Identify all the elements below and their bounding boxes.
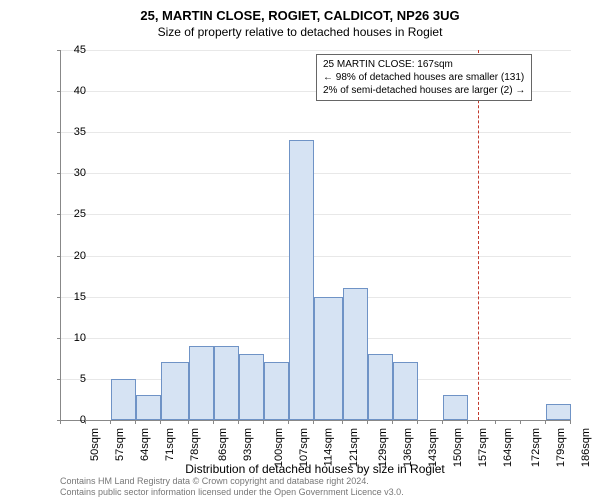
histogram-bar — [368, 354, 393, 420]
x-tick-label: 93sqm — [242, 428, 254, 461]
x-tick-mark — [392, 420, 393, 424]
x-tick-mark — [288, 420, 289, 424]
x-tick-mark — [367, 420, 368, 424]
x-tick-mark — [495, 420, 496, 424]
plot-area: 25 MARTIN CLOSE: 167sqm← 98% of detached… — [60, 50, 571, 421]
x-tick-label: 50sqm — [89, 428, 101, 461]
x-axis-label: Distribution of detached houses by size … — [60, 462, 570, 476]
histogram-bar — [136, 395, 161, 420]
chart-title: 25, MARTIN CLOSE, ROGIET, CALDICOT, NP26… — [0, 0, 600, 23]
histogram-bar — [264, 362, 289, 420]
y-tick-mark — [57, 338, 61, 339]
x-tick-mark — [570, 420, 571, 424]
y-tick-mark — [57, 256, 61, 257]
y-tick-label: 10 — [62, 332, 86, 344]
chart-subtitle: Size of property relative to detached ho… — [0, 25, 600, 39]
chart-container: 25, MARTIN CLOSE, ROGIET, CALDICOT, NP26… — [0, 0, 600, 500]
grid-line — [61, 173, 571, 174]
x-tick-mark — [188, 420, 189, 424]
annotation-line2: ← 98% of detached houses are smaller (13… — [323, 71, 525, 84]
histogram-bar — [214, 346, 239, 420]
x-tick-mark — [110, 420, 111, 424]
y-tick-label: 20 — [62, 250, 86, 262]
y-tick-mark — [57, 50, 61, 51]
x-tick-label: 78sqm — [189, 428, 201, 461]
grid-line — [61, 50, 571, 51]
y-tick-label: 40 — [62, 85, 86, 97]
y-tick-label: 15 — [62, 291, 86, 303]
y-tick-mark — [57, 91, 61, 92]
grid-line — [61, 132, 571, 133]
x-tick-label: 57sqm — [114, 428, 126, 461]
x-tick-mark — [417, 420, 418, 424]
x-tick-label: 114sqm — [323, 428, 335, 466]
histogram-bar — [289, 140, 314, 420]
histogram-bar — [189, 346, 214, 420]
y-tick-label: 30 — [62, 167, 86, 179]
y-tick-mark — [57, 297, 61, 298]
histogram-bar — [546, 404, 571, 420]
annotation-box: 25 MARTIN CLOSE: 167sqm← 98% of detached… — [316, 54, 532, 101]
y-tick-mark — [57, 173, 61, 174]
x-tick-mark — [520, 420, 521, 424]
y-tick-label: 25 — [62, 208, 86, 220]
x-tick-mark — [85, 420, 86, 424]
histogram-bar — [239, 354, 264, 420]
x-tick-mark — [467, 420, 468, 424]
x-tick-label: 71sqm — [164, 428, 176, 461]
annotation-line3: 2% of semi-detached houses are larger (2… — [323, 84, 525, 97]
x-tick-mark — [213, 420, 214, 424]
grid-line — [61, 256, 571, 257]
x-tick-mark — [313, 420, 314, 424]
reference-line — [478, 50, 479, 420]
x-tick-mark — [160, 420, 161, 424]
annotation-line1: 25 MARTIN CLOSE: 167sqm — [323, 58, 525, 71]
grid-line — [61, 214, 571, 215]
histogram-bar — [314, 297, 343, 420]
histogram-bar — [111, 379, 136, 420]
y-tick-label: 5 — [62, 373, 86, 385]
x-tick-mark — [545, 420, 546, 424]
x-tick-mark — [238, 420, 239, 424]
y-tick-mark — [57, 379, 61, 380]
histogram-bar — [393, 362, 418, 420]
x-tick-mark — [263, 420, 264, 424]
y-tick-mark — [57, 132, 61, 133]
x-tick-mark — [442, 420, 443, 424]
x-tick-mark — [135, 420, 136, 424]
y-tick-label: 45 — [62, 44, 86, 56]
x-tick-mark — [60, 420, 61, 424]
x-tick-label: 86sqm — [217, 428, 229, 461]
y-tick-label: 35 — [62, 126, 86, 138]
footer-line2: Contains public sector information licen… — [60, 487, 404, 498]
x-tick-mark — [342, 420, 343, 424]
x-tick-label: 64sqm — [139, 428, 151, 461]
histogram-bar — [443, 395, 468, 420]
footer-line1: Contains HM Land Registry data © Crown c… — [60, 476, 404, 487]
histogram-bar — [343, 288, 368, 420]
y-tick-mark — [57, 214, 61, 215]
footer-attribution: Contains HM Land Registry data © Crown c… — [60, 476, 404, 498]
x-tick-label: 186sqm — [580, 428, 592, 467]
histogram-bar — [161, 362, 190, 420]
